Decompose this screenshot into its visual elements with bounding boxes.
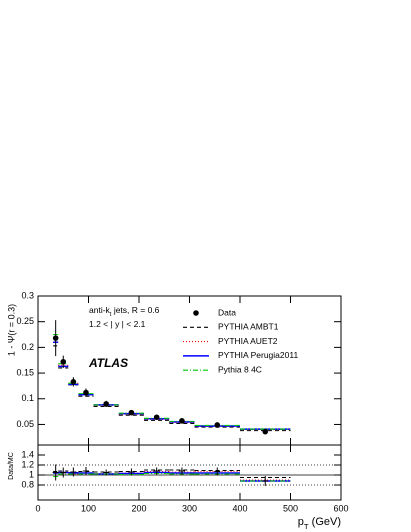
y-tick-label: 1 xyxy=(29,469,34,479)
data-point xyxy=(83,389,89,396)
x-tick-label: 0 xyxy=(35,503,40,513)
x-tick-label: 200 xyxy=(131,503,146,513)
legend-label: PYTHIA AMBT1 xyxy=(218,322,279,332)
x-axis-label-part: (GeV) xyxy=(309,516,341,528)
data-point xyxy=(262,428,269,435)
x-tick-label: 300 xyxy=(182,503,197,513)
data-point xyxy=(60,358,67,365)
data-point xyxy=(153,414,160,421)
x-axis-label-part: p xyxy=(298,516,304,528)
annotation-part: t xyxy=(110,312,112,318)
data-point xyxy=(179,418,185,424)
y-tick-label: 0.2 xyxy=(21,342,34,352)
y-tick-label: 0.25 xyxy=(16,316,34,326)
data-point xyxy=(128,409,135,416)
x-axis-label: pT (GeV) xyxy=(298,516,341,531)
data-point xyxy=(103,401,109,407)
x-axis-label-part: T xyxy=(304,522,309,531)
y-tick-label: 0.3 xyxy=(21,290,34,300)
x-tick-label: 500 xyxy=(283,503,298,513)
y-tick-label: 1.2 xyxy=(21,459,34,469)
y-tick-label: 0.05 xyxy=(16,419,34,429)
legend-label: Data xyxy=(218,307,236,317)
data-point xyxy=(214,422,221,428)
x-tick-label: 400 xyxy=(232,503,247,513)
ratio-y-label: Data/MC xyxy=(8,452,15,480)
y-tick-label: 0.8 xyxy=(21,479,34,489)
x-tick-label: 100 xyxy=(81,503,96,513)
legend-label: Pythia 8 4C xyxy=(218,364,262,374)
data-point xyxy=(52,335,59,341)
main-frame xyxy=(37,295,342,446)
legend-label: PYTHIA AUET2 xyxy=(218,336,278,346)
data-point xyxy=(70,379,77,385)
y-tick-label: 0.1 xyxy=(21,393,34,403)
y-tick-label: 0.15 xyxy=(16,367,34,377)
y-tick-label: 1.4 xyxy=(21,449,34,459)
annotation-part: jets, R = 0.6 xyxy=(111,305,159,315)
legend-marker xyxy=(193,310,199,316)
annotation-part: anti-k xyxy=(89,305,111,315)
x-tick-label: 600 xyxy=(333,503,348,513)
legend-label: PYTHIA Perugia2011 xyxy=(218,350,298,360)
annotation: 1.2 < | y | < 2.1 xyxy=(89,319,146,329)
y-axis-label: 1 - Ψ(r = 0.3) xyxy=(6,304,16,356)
atlas-logo: ATLAS xyxy=(88,356,128,370)
annotation: anti-kt jets, R = 0.6 xyxy=(89,305,160,317)
annotation-part: 1.2 < | y | < 2.1 xyxy=(89,319,146,329)
